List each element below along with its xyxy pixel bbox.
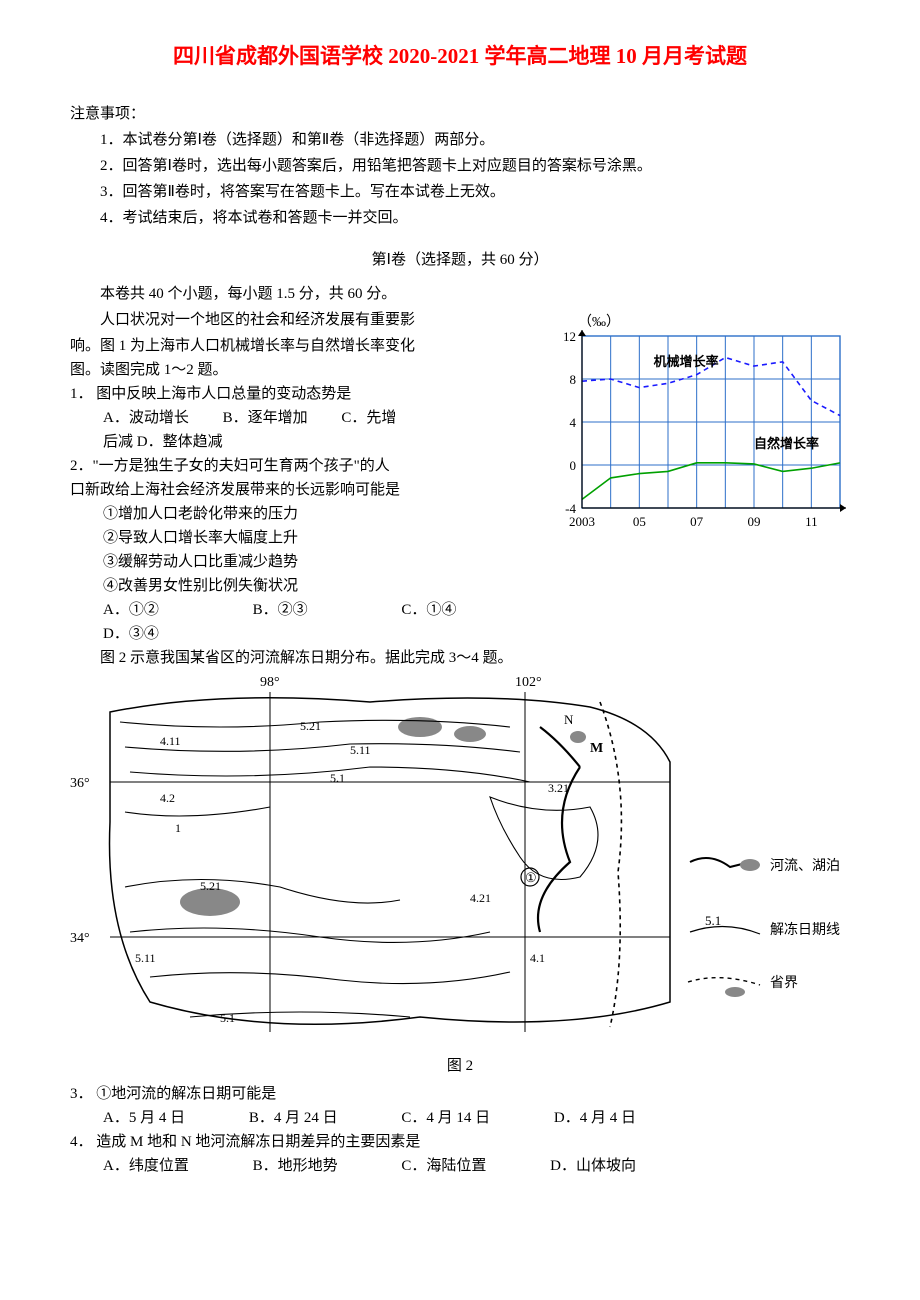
svg-text:07: 07 <box>690 514 704 529</box>
isoline-label: 5.1 <box>330 771 345 785</box>
option-c: C．先增 <box>341 406 396 430</box>
stmt: ②导致人口增长率大幅度上升 <box>70 526 530 550</box>
point-n: N <box>564 712 574 727</box>
legend-label: 河流、湖泊 <box>770 858 840 874</box>
option-b: B．②③ <box>253 598 308 622</box>
option-a: A．纬度位置 <box>103 1154 189 1178</box>
option-a: A．①② <box>103 598 159 622</box>
context-line: 响。图 1 为上海市人口机械增长率与自然增长率变化 <box>70 334 530 358</box>
figure-1-chart: （‰）-404812200305070911（年）机械增长率自然增长率 <box>540 308 850 551</box>
stmt: ①增加人口老龄化带来的压力 <box>70 502 530 526</box>
isoline-label: 4.1 <box>530 951 545 965</box>
lat-label: 36° <box>70 776 90 791</box>
svg-text:09: 09 <box>748 514 761 529</box>
option-c: C．①④ <box>401 598 456 622</box>
isoline-label: 5.21 <box>300 719 321 733</box>
option-b: B．逐年增加 <box>223 406 308 430</box>
isoline-label: 1 <box>175 821 181 835</box>
notice-heading: 注意事项： <box>70 102 850 126</box>
point-m: M <box>590 741 603 756</box>
option-d: D．4 月 4 日 <box>554 1106 636 1130</box>
legend-label: 省界 <box>770 975 798 991</box>
option-cont: 后减 D．整体趋减 <box>70 430 530 454</box>
lon-label: 102° <box>515 675 542 690</box>
question-stem: 3． ①地河流的解冻日期可能是 <box>70 1082 850 1106</box>
question-stem: 2．"一方是独生子女的夫妇可生育两个孩子"的人 <box>70 454 530 478</box>
context-line: 人口状况对一个地区的社会和经济发展有重要影 <box>70 308 530 332</box>
question-stem: 1． 图中反映上海市人口总量的变动态势是 <box>70 382 530 406</box>
option-b: B．地形地势 <box>253 1154 338 1178</box>
isoline-label: 5.11 <box>350 743 371 757</box>
svg-text:自然增长率: 自然增长率 <box>754 435 819 450</box>
svg-text:机械增长率: 机械增长率 <box>654 354 719 369</box>
isoline-label: 5.21 <box>200 879 221 893</box>
svg-text:12: 12 <box>563 329 576 344</box>
notice-item: 2．回答第Ⅰ卷时，选出每小题答案后，用铅笔把答题卡上对应题目的答案标号涂黑。 <box>70 154 850 178</box>
lat-label: 34° <box>70 931 90 946</box>
svg-text:4: 4 <box>570 415 577 430</box>
stmt: ④改善男女性别比例失衡状况 <box>70 574 530 598</box>
isoline-label: 4.21 <box>470 891 491 905</box>
figure-2-caption: 图 2 <box>70 1054 850 1078</box>
isoline-label: 4.11 <box>160 734 181 748</box>
section-heading: 第Ⅰ卷（选择题，共 60 分） <box>70 248 850 272</box>
option-d: D．山体坡向 <box>550 1154 636 1178</box>
legend: 河流、湖泊 5.1 解冻日期线 省界 <box>688 858 840 997</box>
isoline-label: 5.1 <box>220 1011 235 1025</box>
isoline-label: 4.2 <box>160 791 175 805</box>
svg-text:（年）: （年） <box>842 514 850 529</box>
page-title: 四川省成都外国语学校 2020-2021 学年高二地理 10 月月考试题 <box>70 40 850 74</box>
option-c: C．海陆位置 <box>401 1154 486 1178</box>
lon-label: 98° <box>260 675 280 690</box>
section-intro: 本卷共 40 个小题，每小题 1.5 分，共 60 分。 <box>70 282 850 306</box>
isoline-label: 5.11 <box>135 951 156 965</box>
svg-text:8: 8 <box>570 372 577 387</box>
notice-item: 3．回答第Ⅱ卷时，将答案写在答题卡上。写在本试卷上无效。 <box>70 180 850 204</box>
notice-item: 4．考试结束后，将本试卷和答题卡一并交回。 <box>70 206 850 230</box>
circle-1: ① <box>525 870 537 885</box>
isoline-label: 3.21 <box>548 781 569 795</box>
context-line: 图。读图完成 1～2 题。 <box>70 358 530 382</box>
svg-text:05: 05 <box>633 514 646 529</box>
svg-text:2003: 2003 <box>569 514 595 529</box>
question-stem: 4． 造成 M 地和 N 地河流解冻日期差异的主要因素是 <box>70 1130 850 1154</box>
option-c: C．4 月 14 日 <box>401 1106 490 1130</box>
legend-label: 解冻日期线 <box>770 921 840 938</box>
option-a: A．5 月 4 日 <box>103 1106 185 1130</box>
question-stem: 口新政给上海社会经济发展带来的长远影响可能是 <box>70 478 530 502</box>
option-a: A．波动增长 <box>103 406 189 430</box>
context-2: 图 2 示意我国某省区的河流解冻日期分布。据此完成 3～4 题。 <box>70 646 850 670</box>
option-b: B．4 月 24 日 <box>249 1106 338 1130</box>
notice-item: 1．本试卷分第Ⅰ卷（选择题）和第Ⅱ卷（非选择题）两部分。 <box>70 128 850 152</box>
svg-text:11: 11 <box>805 514 818 529</box>
svg-text:（‰）: （‰） <box>578 314 620 330</box>
option-d: D．③④ <box>103 622 159 646</box>
legend-value: 5.1 <box>705 913 721 928</box>
svg-text:0: 0 <box>570 458 577 473</box>
figure-2-map: 98° 102° 36° 34° 4.11 5.21 5.11 <box>70 672 850 1050</box>
stmt: ③缓解劳动人口比重减少趋势 <box>70 550 530 574</box>
